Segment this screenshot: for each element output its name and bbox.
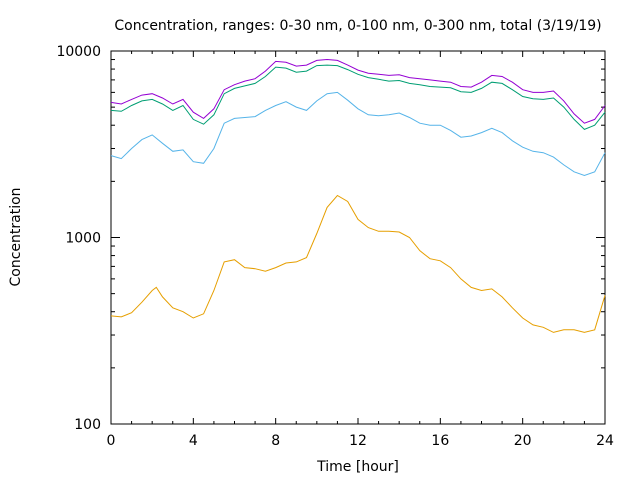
plot-frame bbox=[110, 50, 606, 425]
x-tick-label: 24 bbox=[596, 433, 614, 449]
series-line-2 bbox=[110, 91, 606, 177]
series-line-3 bbox=[110, 64, 606, 130]
x-tick-label: 8 bbox=[271, 433, 280, 449]
y-axis-label: Concentration bbox=[8, 187, 24, 286]
axis-labels: Concentration, ranges: 0-30 nm, 0-100 nm… bbox=[8, 18, 602, 475]
x-tick-label: 0 bbox=[107, 433, 116, 449]
series-line-1 bbox=[110, 194, 606, 333]
series-line-4 bbox=[110, 58, 606, 124]
x-tick-label: 16 bbox=[431, 433, 449, 449]
chart-title: Concentration, ranges: 0-30 nm, 0-100 nm… bbox=[114, 18, 601, 34]
series-lines bbox=[110, 58, 606, 333]
axis-ticks: 0 4 8 12 16 20 24 100 1000 10000 bbox=[56, 44, 614, 449]
x-tick-label: 4 bbox=[189, 433, 198, 449]
x-axis-label: Time [hour] bbox=[316, 459, 399, 475]
y-tick-label: 10000 bbox=[56, 44, 101, 60]
y-tick-label: 100 bbox=[74, 417, 101, 433]
x-tick-label: 12 bbox=[349, 433, 367, 449]
x-tick-label: 20 bbox=[514, 433, 532, 449]
y-tick-label: 1000 bbox=[65, 231, 101, 247]
plot-border bbox=[110, 50, 606, 425]
